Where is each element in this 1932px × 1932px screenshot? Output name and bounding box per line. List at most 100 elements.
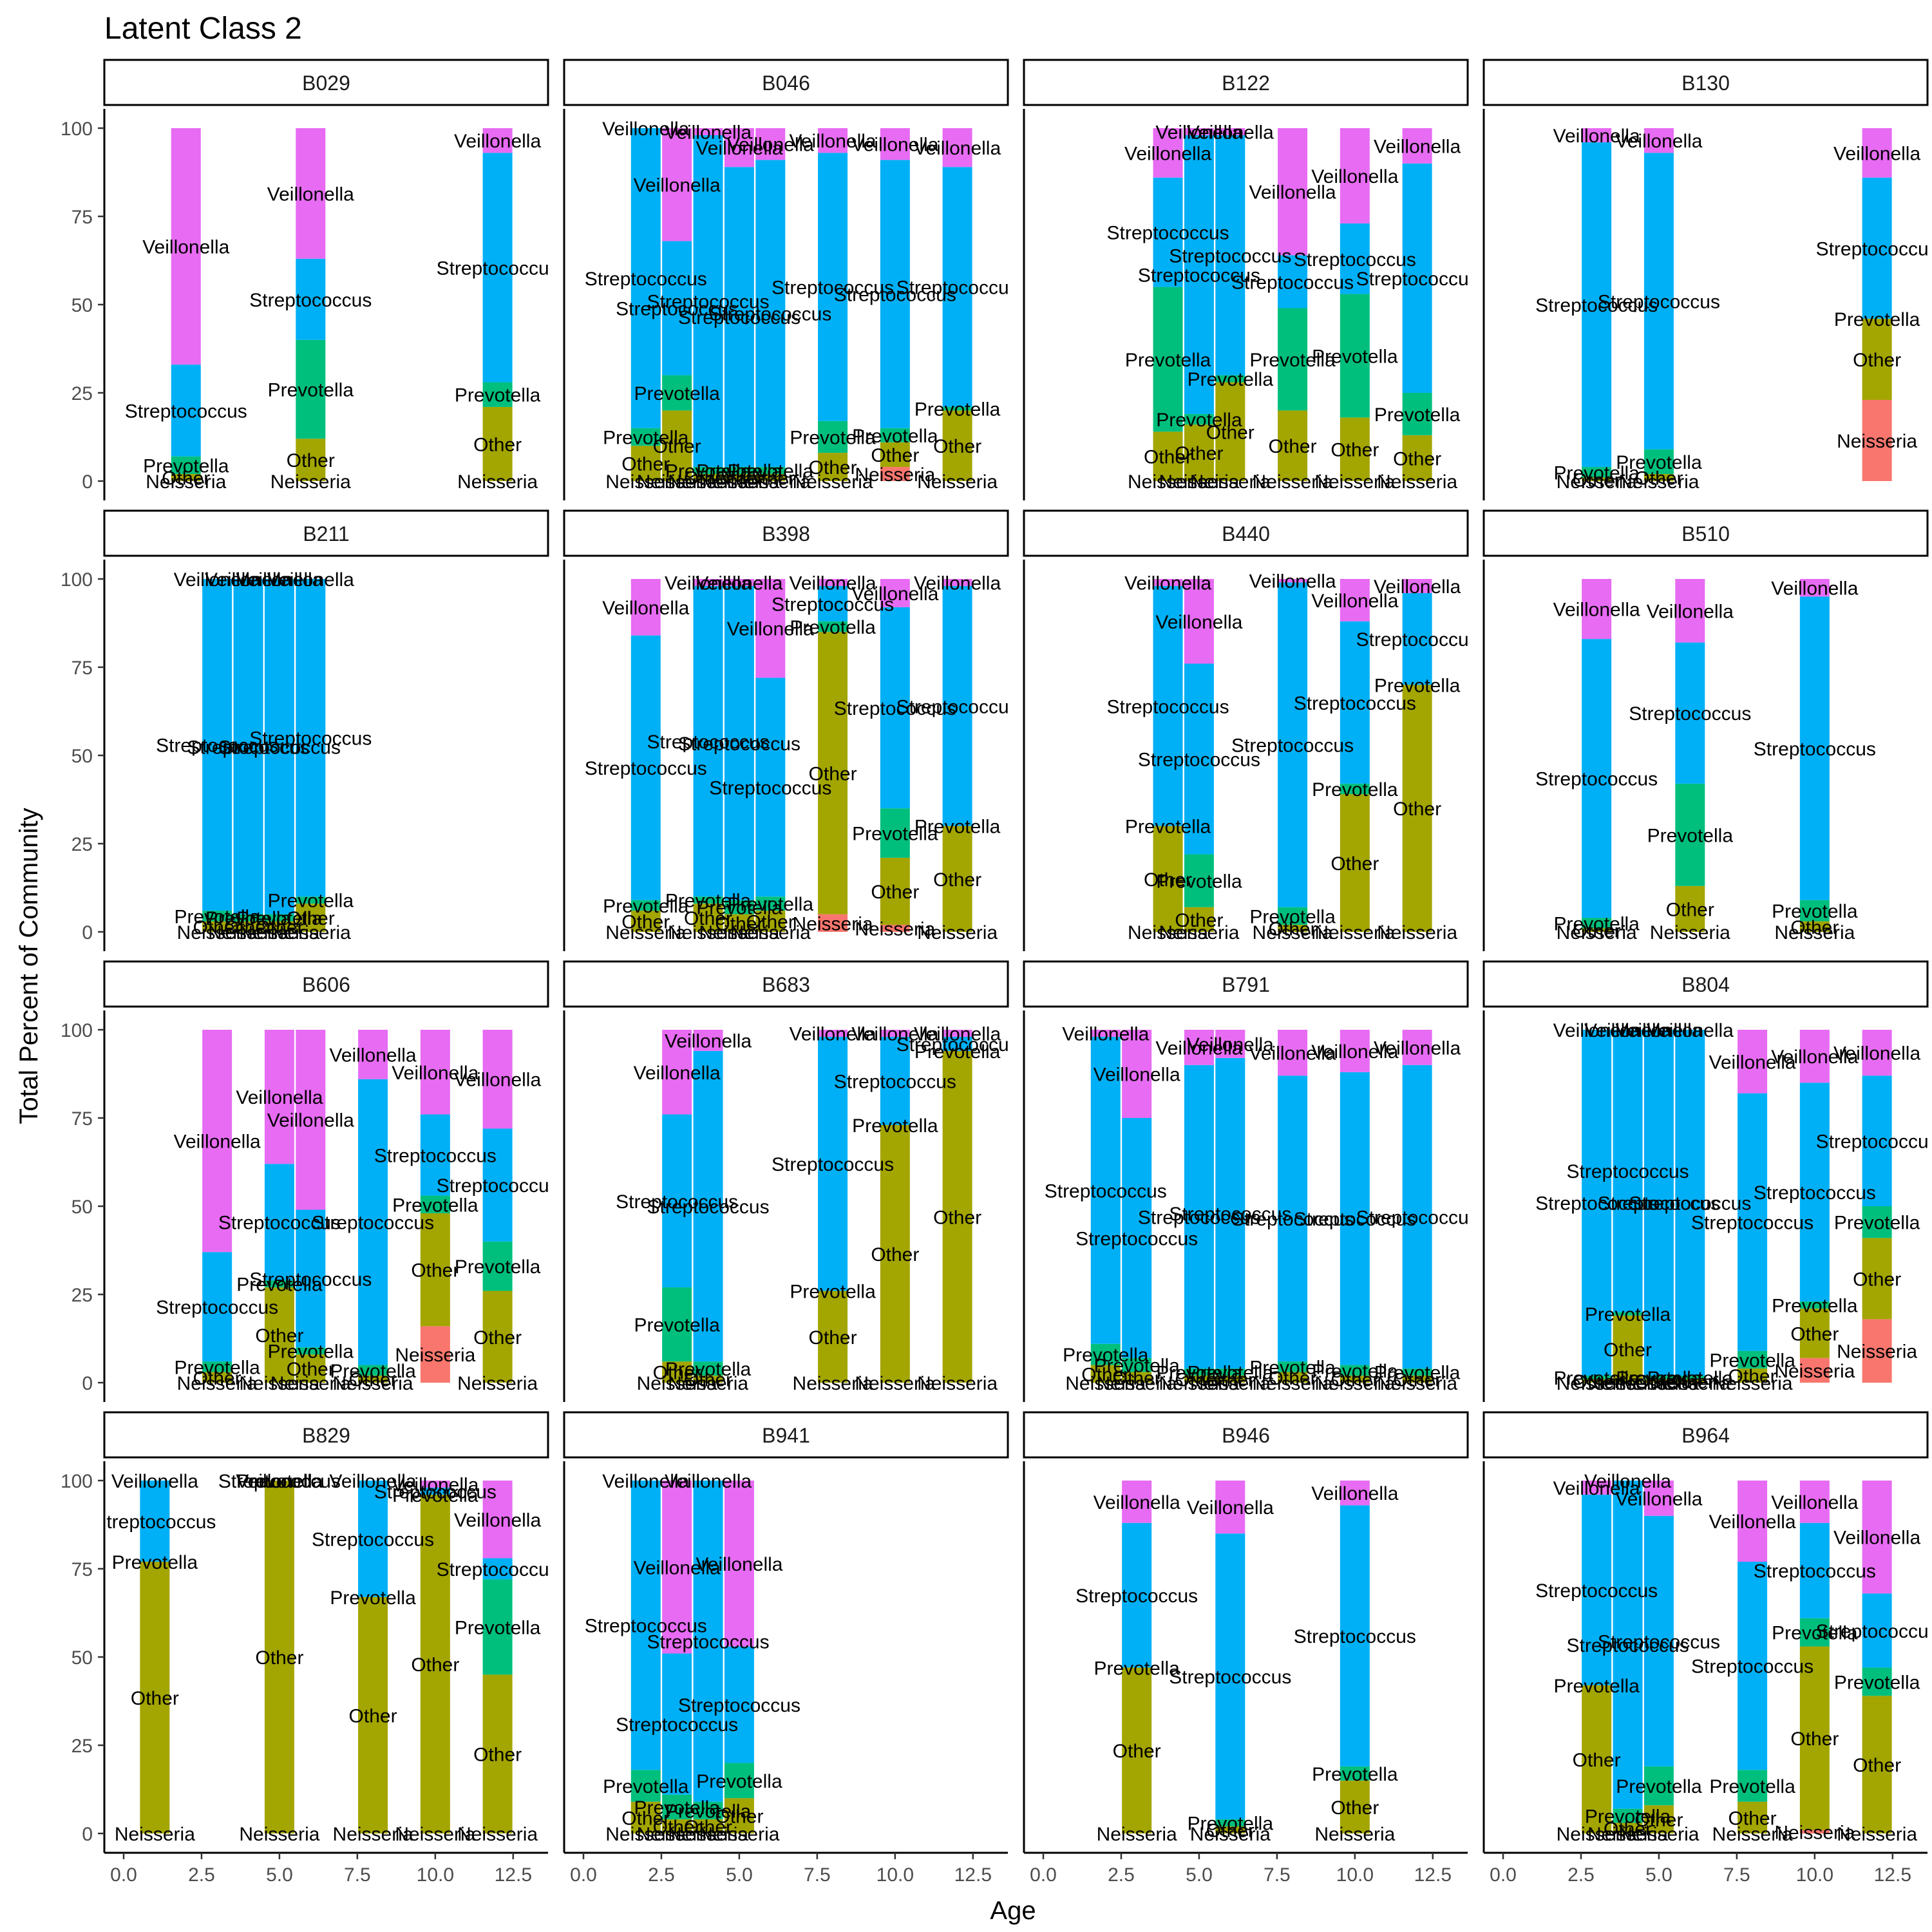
bar-segment-prevotella [1613, 1312, 1643, 1316]
bar-label: Streptococcus [1816, 1132, 1932, 1153]
bar-label: Streptococcus [585, 269, 707, 290]
bar-segment-prevotella [693, 896, 723, 904]
facet-strip-label: B440 [1222, 522, 1270, 545]
bar-label: Veillonella [1187, 1034, 1274, 1056]
bar-segment-streptococcus [630, 1481, 661, 1770]
bar-label: Streptococcus [1598, 1193, 1720, 1215]
bar-label: Neisseria [793, 471, 873, 493]
bar-segment-prevotella [1582, 467, 1612, 478]
bar-segment-prevotella [202, 1361, 232, 1372]
bar-label: Streptococcus [1294, 693, 1416, 714]
bar-label: Other [1269, 436, 1317, 457]
bar-segment-prevotella [171, 456, 201, 475]
bar-label: Veillonella [267, 1110, 354, 1132]
bar-segment-prevotella [1278, 1361, 1308, 1372]
facet-b791: B791NeisseriaOtherPrevotellaStreptococcu… [1023, 960, 1469, 1402]
bar-label: Other [871, 1244, 919, 1265]
facet-strip [1023, 1411, 1469, 1459]
bar-segment-veillonella [1340, 579, 1370, 621]
bar-segment-prevotella [1215, 1368, 1245, 1376]
bar-label: Other [933, 436, 981, 457]
bar-segment-other [818, 632, 848, 914]
bar-label: Neisseria [457, 1373, 538, 1394]
bar-label: Neisseria [1159, 471, 1239, 493]
bar-segment-streptococcus [1402, 592, 1432, 685]
bar-segment-prevotella [1862, 1667, 1892, 1696]
bar-segment-streptococcus [296, 1209, 326, 1348]
bar-label: Other [1853, 350, 1901, 371]
x-tick-label: 12.5 [1414, 1864, 1452, 1886]
bar-segment-other [630, 446, 661, 481]
bar-label: Streptococcus [896, 1034, 1019, 1056]
bar-label: Veillonella [1187, 1497, 1274, 1519]
x-tick-label: 5.0 [1186, 1864, 1213, 1886]
y-tick-label: 0 [82, 1824, 93, 1845]
bar-label: Other [1144, 447, 1192, 468]
x-tick-label: 2.5 [1108, 1864, 1135, 1886]
bar-label: Neisseria [1314, 471, 1395, 493]
bar-label: Prevotella [143, 455, 229, 477]
bar-segment-streptococcus [1582, 639, 1612, 918]
bar-label: Neisseria [699, 922, 779, 943]
bar-label: Other [715, 468, 763, 489]
bar-segment-prevotella [1862, 1206, 1892, 1238]
bar-label: Neisseria [637, 1373, 717, 1394]
bar-label: Streptococcus [156, 735, 278, 757]
bar-label: Prevotella [852, 824, 938, 845]
bar-label: Prevotella [1616, 452, 1702, 473]
y-tick-label: 0 [82, 471, 93, 493]
bar-segment-prevotella [1738, 1350, 1768, 1369]
bar-label: Neisseria [1712, 1824, 1793, 1845]
bar-segment-prevotella [1799, 900, 1830, 922]
bar-label: Veillonella [727, 619, 814, 640]
bar-label: Neisseria [637, 1824, 717, 1845]
bar-label: Prevotella [1553, 1368, 1640, 1389]
bar-labels: NeisseriaOtherPrevotellaStreptococcusVei… [1106, 571, 1468, 943]
bar-segment-streptococcus [1215, 1057, 1245, 1369]
bar-segment-veillonella [693, 1030, 723, 1051]
bars [1122, 1481, 1370, 1833]
bar-label: Streptococcus [218, 1213, 341, 1234]
bar-segment-veillonella [1215, 1030, 1245, 1058]
bar-label: Prevotella [205, 908, 292, 929]
bar-label: Veillonella [1094, 1492, 1180, 1513]
bar-label: Neisseria [1097, 1373, 1177, 1394]
bar-label: Prevotella [1188, 369, 1274, 390]
bar-segment-prevotella [1278, 308, 1308, 411]
bar-segment-streptococcus [662, 1653, 692, 1795]
bar-label: Veillonella [914, 138, 1001, 159]
bar-segment-streptococcus [482, 153, 513, 383]
bar-label: Prevotella [455, 1617, 541, 1638]
bar-segment-streptococcus [1215, 1533, 1245, 1820]
bar-label: Prevotella [790, 1282, 876, 1303]
bar-label: Streptococcus [772, 594, 894, 615]
bar-labels: NeisseriaOtherPrevotellaStreptococcusVei… [1106, 122, 1468, 493]
bar-segment-other [1582, 1685, 1612, 1833]
bar-label: Other [1728, 1366, 1777, 1387]
bar-label: Streptococcus [156, 1297, 278, 1318]
bar-label: Neisseria [917, 471, 998, 493]
bar-label: Streptococcus [896, 696, 1019, 717]
bar-segment-other [358, 1596, 388, 1833]
bar-label: Prevotella [1094, 1658, 1180, 1679]
bar-segment-other [1675, 1379, 1705, 1383]
x-axis-label: Age [990, 1897, 1036, 1925]
bar-segment-other [1278, 1372, 1308, 1383]
bar-segment-veillonella [1340, 1030, 1370, 1072]
bar-label: Streptococcus [1294, 1626, 1416, 1647]
y-tick-label: 100 [61, 118, 93, 140]
facet-strip-label: B211 [303, 522, 349, 545]
bar-segment-veillonella [1643, 128, 1674, 153]
bar-label: Prevotella [1553, 1676, 1640, 1697]
bar-segment-prevotella [1402, 393, 1432, 435]
bar-label: Veillonella [1553, 1478, 1640, 1499]
bar-label: Neisseria [605, 922, 686, 943]
bars [202, 579, 326, 932]
bar-segment-prevotella [724, 900, 754, 914]
facet-b829: B829 0 25 50 75 100 0.0 2.5 5.0 7.5 10.0 12.5 Neisse… [61, 1411, 549, 1886]
bar-label: Prevotella [1188, 1363, 1274, 1384]
bar-segment-other [1090, 1365, 1121, 1383]
y-tick-label: 50 [71, 295, 93, 316]
bar-segment-prevotella [1153, 287, 1183, 432]
facet-b398: B398NeisseriaOtherPrevotellaStreptococcu… [563, 509, 1019, 951]
